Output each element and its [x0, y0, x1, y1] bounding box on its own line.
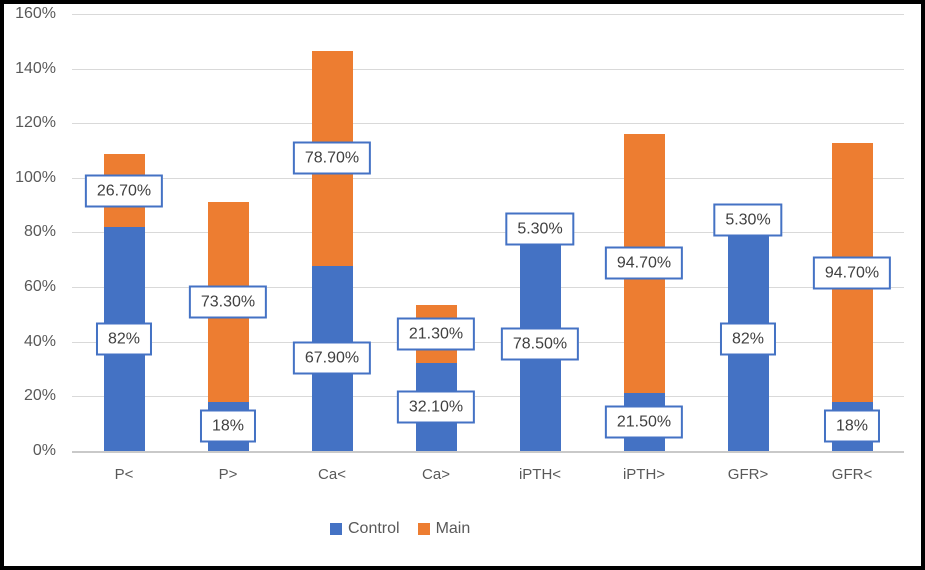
gridline-60	[72, 287, 904, 288]
data-label-control-iPTH<: 78.50%	[500, 327, 580, 361]
gridline-0	[72, 451, 904, 453]
data-label-main-Ca>: 21.30%	[396, 317, 476, 351]
gridline-80	[72, 232, 904, 233]
data-label-main-P>: 73.30%	[188, 285, 268, 319]
gridline-140	[72, 69, 904, 70]
y-axis-tick-label: 40%	[23, 333, 56, 350]
legend-item-control: Control	[330, 520, 400, 538]
data-label-control-P>: 18%	[199, 409, 257, 443]
control-swatch-icon	[330, 523, 342, 535]
legend: Control Main	[330, 516, 470, 542]
y-axis-tick-label: 100%	[15, 169, 56, 186]
x-axis-label-iPTH>: iPTH>	[622, 466, 666, 483]
data-label-control-GFR>: 82%	[719, 322, 777, 356]
data-label-control-P<: 82%	[95, 322, 153, 356]
legend-label-main: Main	[435, 520, 471, 537]
gridline-20	[72, 396, 904, 397]
x-axis-label-P>: P>	[218, 466, 238, 483]
y-axis-tick-label: 20%	[23, 387, 56, 404]
x-axis-label-GFR<: GFR<	[831, 466, 873, 483]
legend-item-main: Main	[417, 520, 471, 538]
data-label-control-GFR<: 18%	[823, 409, 881, 443]
data-label-main-iPTH>: 94.70%	[604, 246, 684, 280]
y-axis-tick-label: 120%	[15, 114, 56, 131]
data-label-main-P<: 26.70%	[84, 174, 164, 208]
y-axis-tick-label: 140%	[15, 60, 56, 77]
data-label-main-Ca<: 78.70%	[292, 141, 372, 175]
gridline-100	[72, 178, 904, 179]
data-label-main-GFR>: 5.30%	[713, 203, 783, 237]
data-label-control-Ca<: 67.90%	[292, 341, 372, 375]
y-axis-tick-label: 160%	[15, 5, 56, 22]
data-label-main-GFR<: 94.70%	[812, 256, 892, 290]
y-axis-tick-label: 0%	[32, 442, 56, 459]
data-label-control-Ca>: 32.10%	[396, 390, 476, 424]
x-axis-label-Ca>: Ca>	[422, 466, 450, 483]
x-axis-label-P<: P<	[114, 466, 134, 483]
y-axis-tick-label: 80%	[23, 223, 56, 240]
data-label-control-iPTH>: 21.50%	[604, 405, 684, 439]
data-label-main-iPTH<: 5.30%	[505, 212, 575, 246]
gridline-160	[72, 14, 904, 15]
gridline-120	[72, 123, 904, 124]
legend-label-control: Control	[348, 520, 400, 537]
main-swatch-icon	[417, 523, 430, 535]
gridline-40	[72, 342, 904, 343]
x-axis-label-GFR>: GFR>	[727, 466, 769, 483]
x-axis-label-Ca<: Ca<	[318, 466, 346, 483]
x-axis-label-iPTH<: iPTH<	[518, 466, 562, 483]
y-axis-tick-label: 60%	[23, 278, 56, 295]
